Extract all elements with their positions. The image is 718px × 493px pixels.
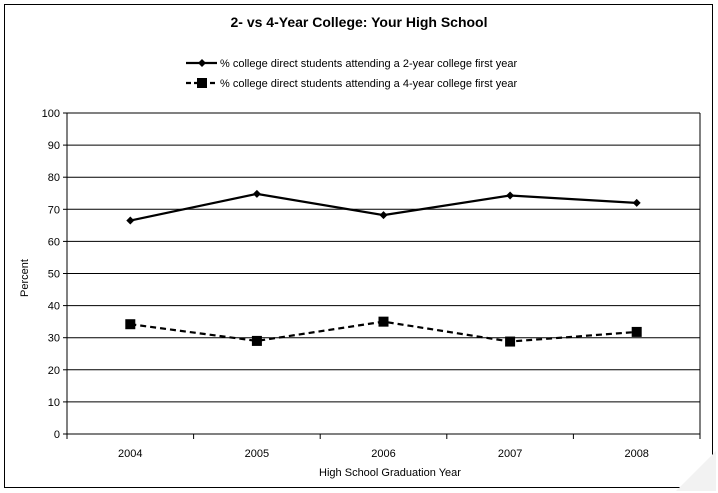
chart-title: 2- vs 4-Year College: Your High School bbox=[231, 14, 488, 30]
series-2 bbox=[125, 316, 642, 347]
x-tick-label-2006: 2006 bbox=[371, 448, 395, 460]
y-tick-label-50: 50 bbox=[48, 269, 60, 281]
x-axis-label: High School Graduation Year bbox=[319, 467, 461, 479]
series-1-point-2005 bbox=[252, 189, 261, 198]
legend-swatch-marker-1 bbox=[198, 59, 206, 67]
series-2-point-2004 bbox=[125, 319, 136, 330]
y-axis-ticks: 0 10 20 30 40 50 60 70 80 90 100 bbox=[42, 108, 67, 441]
line-chart: 2- vs 4-Year College: Your High School %… bbox=[19, 14, 701, 479]
series-1-point-2008 bbox=[632, 198, 641, 207]
series-1-point-2007 bbox=[506, 191, 515, 200]
y-tick-label-0: 0 bbox=[54, 429, 60, 441]
y-tick-label-30: 30 bbox=[48, 333, 60, 345]
x-tick-label-2008: 2008 bbox=[624, 448, 648, 460]
y-tick-label-40: 40 bbox=[48, 301, 60, 313]
series-2-point-2008 bbox=[631, 326, 642, 337]
x-tick-label-2004: 2004 bbox=[118, 448, 142, 460]
y-tick-label-10: 10 bbox=[48, 397, 60, 409]
legend-label-1: % college direct students attending a 2-… bbox=[220, 58, 517, 70]
series-1-point-2006 bbox=[379, 211, 388, 220]
series-1 bbox=[126, 189, 641, 225]
series-2-point-2006 bbox=[378, 316, 389, 327]
y-tick-label-60: 60 bbox=[48, 236, 60, 248]
y-tick-label-100: 100 bbox=[42, 108, 60, 120]
y-axis-label: Percent bbox=[19, 259, 31, 297]
y-tick-label-80: 80 bbox=[48, 172, 60, 184]
gridlines bbox=[67, 112, 700, 403]
series-layer bbox=[125, 189, 642, 347]
x-tick-label-2007: 2007 bbox=[498, 448, 522, 460]
y-tick-label-70: 70 bbox=[48, 204, 60, 216]
legend-entry-1: % college direct students attending a 2-… bbox=[186, 58, 517, 70]
y-tick-label-90: 90 bbox=[48, 140, 60, 152]
series-2-point-2005 bbox=[251, 335, 262, 346]
legend-entry-2: % college direct students attending a 4-… bbox=[186, 78, 517, 90]
y-tick-label-20: 20 bbox=[48, 365, 60, 377]
x-tick-label-2005: 2005 bbox=[245, 448, 269, 460]
series-1-point-2004 bbox=[126, 216, 135, 225]
series-2-point-2007 bbox=[505, 336, 516, 347]
page-corner-decoration bbox=[676, 451, 716, 491]
x-axis-ticks: 2004 2005 2006 2007 2008 bbox=[66, 434, 701, 460]
legend: % college direct students attending a 2-… bbox=[186, 58, 517, 90]
legend-swatch-marker-2 bbox=[197, 78, 207, 88]
chart-frame: 2- vs 4-Year College: Your High School %… bbox=[4, 4, 713, 488]
legend-label-2: % college direct students attending a 4-… bbox=[220, 78, 517, 90]
